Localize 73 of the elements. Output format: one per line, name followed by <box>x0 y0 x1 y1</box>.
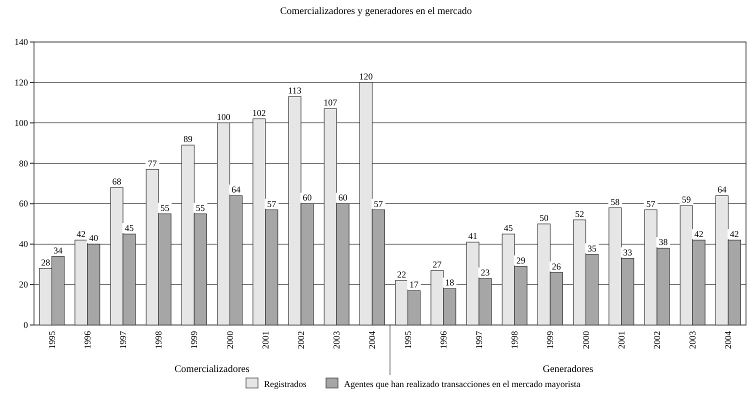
data-label: 42 <box>694 229 704 240</box>
x-tick-label: 1995 <box>402 330 413 349</box>
x-tick-label: 2003 <box>332 330 342 349</box>
legend-label: Registrados <box>264 379 307 389</box>
x-tick-label: 1995 <box>46 330 57 349</box>
y-tick-label: 80 <box>19 158 28 168</box>
data-label: 120 <box>359 71 374 82</box>
data-label: 38 <box>658 237 668 248</box>
data-label: 57 <box>646 198 656 209</box>
x-tick-label: 1998 <box>510 330 520 349</box>
y-tick-label: 140 <box>14 37 28 47</box>
data-label: 60 <box>338 192 348 203</box>
x-tick-label: 1999 <box>189 330 200 349</box>
chart-title: Comercializadores y generadores en el mercado <box>280 6 472 17</box>
x-tick-label: 2002 <box>296 331 306 349</box>
data-label: 27 <box>432 259 442 270</box>
data-label: 102 <box>252 108 266 118</box>
x-tick-label: 2004 <box>723 330 734 349</box>
data-label: 29 <box>516 255 526 266</box>
x-tick-label: 1999 <box>545 330 556 349</box>
data-label: 100 <box>216 112 231 122</box>
data-label: 35 <box>588 243 598 254</box>
x-tick-label: 2001 <box>260 331 270 349</box>
data-label: 52 <box>575 208 584 219</box>
data-label: 57 <box>374 198 384 209</box>
data-label: 17 <box>410 280 420 290</box>
x-tick-label: 1996 <box>438 330 448 349</box>
data-label: 42 <box>730 229 739 240</box>
data-label: 45 <box>504 223 514 234</box>
data-label: 40 <box>89 233 99 244</box>
data-label: 23 <box>480 268 490 278</box>
data-label: 42 <box>76 229 86 240</box>
x-tick-label: 2003 <box>688 330 698 349</box>
legend-label: Agentes que han realizado transacciones en el mercado mayorista <box>344 379 580 389</box>
data-label: 89 <box>183 134 193 144</box>
data-label: 34 <box>54 245 64 256</box>
x-tick-label: 1996 <box>82 330 92 349</box>
data-label: 22 <box>397 270 406 280</box>
x-tick-label: 2000 <box>580 330 591 349</box>
y-tick-label: 40 <box>19 239 28 250</box>
data-label: 55 <box>160 202 170 213</box>
data-label: 60 <box>302 192 312 203</box>
x-tick-label: 1997 <box>474 330 484 349</box>
data-label: 68 <box>112 176 122 187</box>
text: Generadores <box>542 364 594 375</box>
x-tick-label: 2001 <box>616 331 626 349</box>
data-label: 28 <box>41 257 51 268</box>
data-label: 77 <box>148 158 158 168</box>
data-label: 33 <box>623 247 633 258</box>
y-tick-label: 20 <box>19 280 28 290</box>
data-label: 50 <box>539 212 549 223</box>
data-label: 64 <box>232 184 242 195</box>
y-tick-label: 60 <box>19 198 28 209</box>
data-label: 107 <box>324 98 338 108</box>
x-tick-label: 2002 <box>652 331 662 349</box>
x-tick-label: 1998 <box>154 330 164 349</box>
x-tick-label: 1997 <box>118 330 128 349</box>
text: Comercializadores <box>174 364 250 375</box>
y-tick-label: 100 <box>14 118 28 128</box>
data-label: 41 <box>468 231 478 242</box>
x-tick-label: 2000 <box>224 330 235 349</box>
y-tick-label: 120 <box>14 77 28 88</box>
x-tick-label: 2004 <box>367 330 378 349</box>
data-label: 58 <box>610 196 620 207</box>
data-label: 57 <box>267 198 277 209</box>
data-label: 45 <box>124 223 134 234</box>
data-label: 64 <box>717 184 727 195</box>
data-label: 26 <box>552 261 562 272</box>
data-label: 18 <box>445 278 455 288</box>
data-label: 113 <box>288 86 302 96</box>
data-label: 59 <box>682 194 692 205</box>
data-label: 55 <box>196 202 206 213</box>
y-tick-label: 0 <box>24 320 28 330</box>
